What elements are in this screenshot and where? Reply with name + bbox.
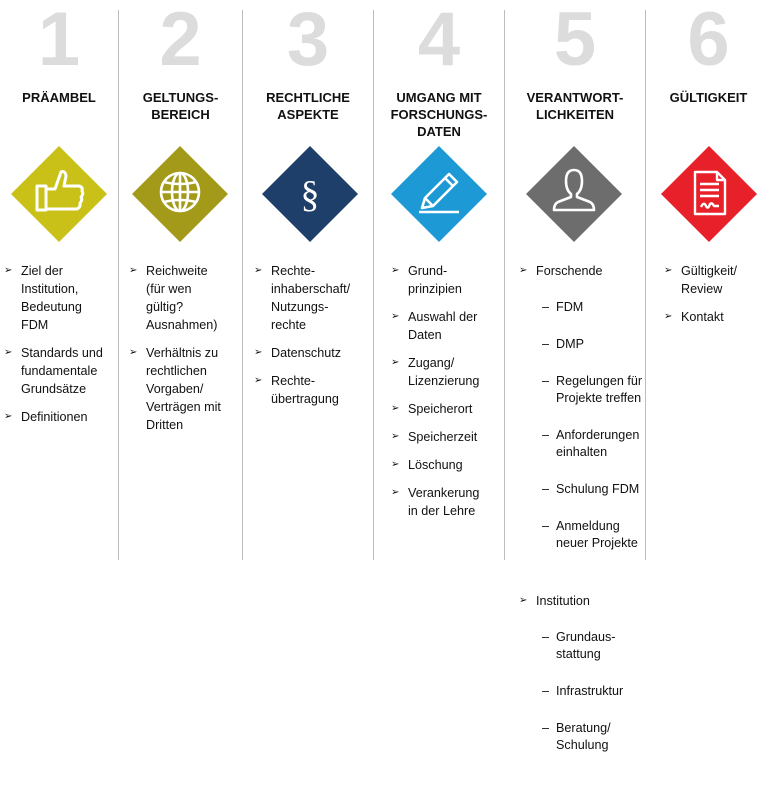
sub-list-item: – DMP [542, 337, 584, 351]
column-divider [645, 10, 646, 560]
arrow-bullet-icon: ➢ [664, 265, 673, 276]
list-item: ➢ Rechte- übertragung [254, 374, 339, 406]
list-item: ➢ Verankerung in der Lehre [391, 486, 480, 518]
icon-diamond [262, 146, 358, 242]
column-divider [118, 10, 119, 560]
list-item: ➢ Institution – Grundaus- stattung – Infras… [519, 592, 645, 794]
list-item: ➢ Ziel der Institution, Bedeutung FDM [4, 264, 82, 332]
arrow-bullet-icon: ➢ [519, 265, 528, 276]
list-item: ➢ Datenschutz [254, 346, 342, 360]
sub-list-item: – FDM [542, 300, 584, 314]
list-item: ➢ Kontakt [664, 310, 724, 324]
column-title: UMGANG MIT FORSCHUNGS- DATEN [390, 90, 488, 139]
arrow-bullet-icon: ➢ [254, 347, 263, 358]
column-gueltigkeit: 6 GÜLTIGKEIT ➢ Gültigkeit/ Review ➢ Kontak… [646, 0, 771, 567]
icon-diamond [391, 146, 487, 242]
list-item: ➢ Speicherort [391, 402, 473, 416]
globe-icon [130, 144, 230, 244]
column-verantwortlichkeiten: 5 VERANTWORT- LICHKEITEN ➢ Forschende – FD… [505, 0, 645, 753]
list-item: ➢ Grund- prinzipien [391, 264, 462, 296]
list-item: ➢ Auswahl der Daten [391, 310, 478, 342]
arrow-bullet-icon: ➢ [664, 311, 673, 322]
arrow-bullet-icon: ➢ [519, 595, 528, 606]
policy-structure-diagram: 1 PRÄAMBEL ➢ Ziel der Institution, Bedeut… [0, 0, 771, 753]
item-list: ➢ Rechte- inhaberschaft/ Nutzungs- rechte… [254, 262, 372, 418]
arrow-bullet-icon: ➢ [391, 357, 400, 368]
icon-diamond [661, 146, 757, 242]
column-number: 1 [37, 0, 81, 82]
arrow-bullet-icon: ➢ [4, 265, 13, 276]
list-item: ➢ Reichweite (für wen gültig? Ausnahmen) [129, 264, 218, 332]
column-number: 2 [159, 0, 202, 82]
column-divider [504, 10, 505, 560]
sub-list-item: – Schulung FDM [542, 482, 640, 496]
pencil-icon [389, 144, 489, 244]
person-icon [524, 144, 624, 244]
sub-list-item: – Beratung/ Schulung [542, 721, 611, 752]
item-list: ➢ Gültigkeit/ Review ➢ Kontakt [664, 262, 770, 336]
arrow-bullet-icon: ➢ [254, 375, 263, 386]
column-title: PRÄAMBEL [22, 90, 96, 105]
item-list: ➢ Ziel der Institution, Bedeutung FDM ➢ St… [4, 262, 116, 436]
column-praeambel: 1 PRÄAMBEL ➢ Ziel der Institution, Bedeut… [0, 0, 118, 567]
column-title: GÜLTIGKEIT [669, 90, 748, 105]
item-list: ➢ Forschende – FDM – DMP – Regelungen für Pr… [519, 262, 645, 794]
sub-list-item: – Regelungen für Projekte treffen [542, 374, 643, 405]
column-divider [373, 10, 374, 560]
arrow-bullet-icon: ➢ [391, 311, 400, 322]
list-item: ➢ Speicherzeit [391, 430, 478, 444]
arrow-bullet-icon: ➢ [129, 265, 138, 276]
column-divider [242, 10, 243, 560]
arrow-bullet-icon: ➢ [391, 403, 400, 414]
icon-diamond [11, 146, 107, 242]
column-title: GELTUNGS- BEREICH [142, 90, 219, 122]
column-number: 4 [417, 0, 461, 82]
sub-list-item: – Anforderungen einhalten [542, 428, 640, 459]
thumbs-up-icon [9, 144, 109, 244]
list-item: ➢ Löschung [391, 458, 463, 472]
item-list: ➢ Grund- prinzipien ➢ Auswahl der Daten ➢ Z… [391, 262, 503, 530]
list-item: ➢ Zugang/ Lizenzierung [391, 356, 480, 388]
sub-list-item: – Grundaus- stattung [542, 630, 616, 661]
arrow-bullet-icon: ➢ [4, 411, 13, 422]
signed-document-icon [659, 144, 759, 244]
column-number: 3 [286, 0, 330, 82]
arrow-bullet-icon: ➢ [254, 265, 263, 276]
list-item: ➢ Rechte- inhaberschaft/ Nutzungs- rechte [254, 264, 351, 332]
list-item: ➢ Standards und fundamentale Grundsätze [4, 346, 103, 396]
column-number: 5 [553, 0, 597, 82]
arrow-bullet-icon: ➢ [391, 487, 400, 498]
arrow-bullet-icon: ➢ [391, 265, 400, 276]
sub-list: – Grundaus- stattung – Infrastruktur – Bera… [536, 611, 645, 774]
column-umgang-mit-forschungsdaten: 4 UMGANG MIT FORSCHUNGS- DATEN ➢ Grund- p… [374, 0, 504, 567]
sub-list-item: – Anmeldung neuer Projekte [542, 519, 638, 550]
column-title: VERANTWORT- LICHKEITEN [526, 90, 624, 122]
arrow-bullet-icon: ➢ [4, 347, 13, 358]
svg-text:§: § [301, 174, 320, 216]
column-title: RECHTLICHE ASPEKTE [266, 90, 350, 122]
sub-list: – FDM – DMP – Regelungen für Projekte treff… [536, 281, 645, 572]
list-item: ➢ Verhältnis zu rechtlichen Vorgaben/ Ver… [129, 346, 221, 432]
arrow-bullet-icon: ➢ [391, 459, 400, 470]
column-geltungsbereich: 2 GELTUNGS- BEREICH ➢ Reichweite (für wen… [119, 0, 242, 567]
list-item: ➢ Forschende – FDM – DMP – Regelungen für Pr… [519, 262, 645, 592]
list-item: ➢ Gültigkeit/ Review [664, 264, 737, 296]
item-list: ➢ Reichweite (für wen gültig? Ausnahmen) … [129, 262, 241, 444]
sub-list-item: – Infrastruktur [542, 684, 624, 698]
list-item: ➢ Definitionen [4, 410, 88, 424]
paragraph-icon: § [260, 144, 360, 244]
arrow-bullet-icon: ➢ [129, 347, 138, 358]
icon-diamond [526, 146, 622, 242]
column-rechtliche-aspekte: 3 RECHTLICHE ASPEKTE § ➢ Rechte- inhabers… [243, 0, 373, 567]
column-number: 6 [687, 0, 730, 82]
arrow-bullet-icon: ➢ [391, 431, 400, 442]
